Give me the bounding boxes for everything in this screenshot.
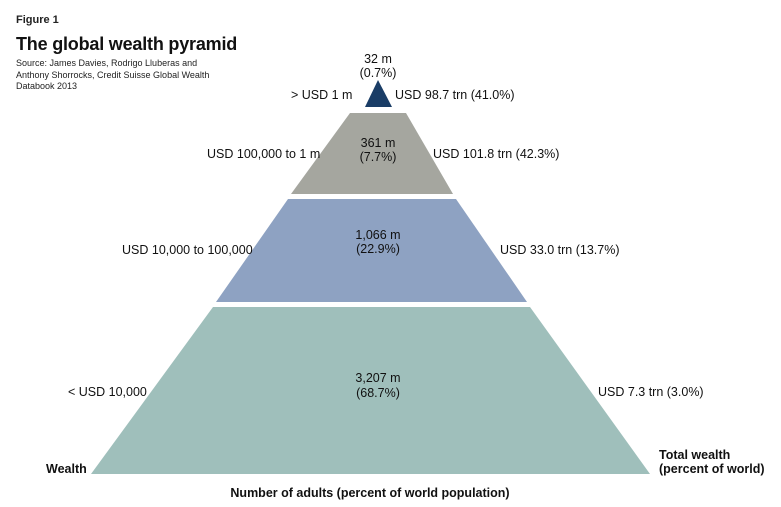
figure-label: Figure 1: [16, 14, 59, 26]
tier-top-total-wealth: USD 98.7 trn (41.0%): [395, 88, 515, 102]
tier-top-adults-pct: (0.7%): [359, 66, 397, 80]
source-line: Databook 2013: [16, 81, 78, 91]
tier-base-shape: [91, 307, 650, 474]
tier-upper-wealth-range: USD 100,000 to 1 m: [207, 147, 321, 161]
tier-base-wealth-range: < USD 10,000: [68, 385, 147, 399]
tier-base-adults-pct: (68.7%): [356, 386, 400, 400]
tier-middle-adults: 1,066 m: [355, 228, 401, 242]
right-axis-label-line: Total wealth: [659, 448, 731, 462]
tier-top-adults: 32 m: [364, 52, 392, 66]
tier-middle-adults-pct: (22.9%): [356, 242, 400, 256]
source-note: Source: James Davies, Rodrigo Lluberas a…: [16, 58, 246, 93]
page-title: The global wealth pyramid: [16, 34, 238, 54]
tier-upper-adults: 361 m: [360, 136, 396, 150]
tier-middle-total-wealth: USD 33.0 trn (13.7%): [500, 243, 620, 257]
source-line: Source: James Davies, Rodrigo Lluberas a…: [16, 58, 198, 68]
tier-top-wealth-range: > USD 1 m: [291, 88, 353, 102]
left-axis-label: Wealth: [46, 462, 87, 476]
tier-top-shape: [365, 80, 392, 107]
tier-middle-wealth-range: USD 10,000 to 100,000: [122, 243, 253, 257]
tier-middle-shape: [216, 199, 527, 302]
tier-upper-total-wealth: USD 101.8 trn (42.3%): [433, 147, 560, 161]
tier-base-total-wealth: USD 7.3 trn (3.0%): [598, 385, 704, 399]
source-line: Anthony Shorrocks, Credit Suisse Global …: [16, 69, 210, 80]
right-axis-label-line: (percent of world): [659, 462, 765, 476]
tier-upper-adults-pct: (7.7%): [359, 150, 397, 164]
tier-base-adults: 3,207 m: [355, 371, 401, 385]
bottom-axis-label: Number of adults (percent of world popul…: [230, 486, 510, 500]
tier-upper-shape: [291, 113, 453, 194]
